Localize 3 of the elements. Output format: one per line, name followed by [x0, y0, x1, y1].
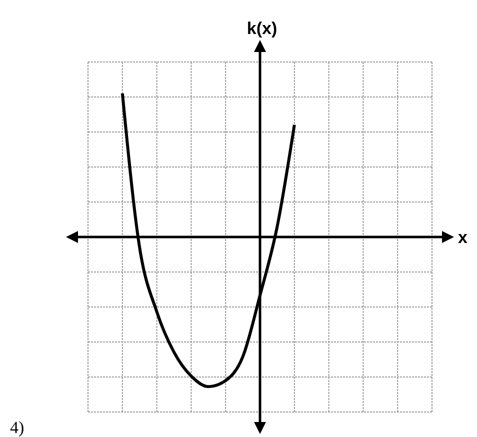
text: x [458, 228, 468, 247]
y-axis-title: k(x) [246, 19, 278, 38]
text: 4) [10, 418, 24, 437]
